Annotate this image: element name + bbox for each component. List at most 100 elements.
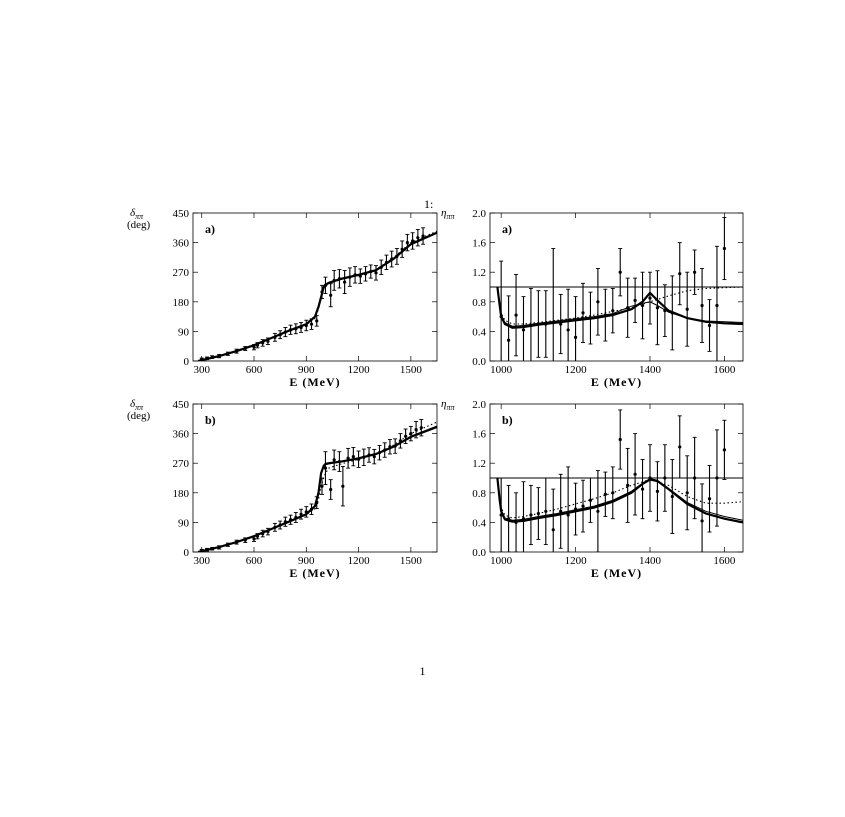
data-point [320,484,324,488]
series-line-thick [496,477,743,524]
y-tick-label: 0.0 [472,547,486,559]
data-point [315,501,319,505]
data-point [255,534,260,538]
data-point [678,445,682,449]
x-tick-label: 1600 [713,555,736,567]
data-point [611,309,615,313]
data-point [670,494,674,499]
data-point [234,349,239,353]
data-point [309,322,314,326]
data-point [544,322,548,326]
panel-phase-b: 0 90 180 270 360 450 300 600 900 1200 1500 E (MeV) δ… [127,398,438,580]
data-point [678,272,682,276]
data-point [332,458,336,462]
data-point [648,296,652,300]
data-point [226,543,230,547]
data-point [655,306,660,310]
data-point [369,269,373,274]
data-point [566,328,570,332]
data-point [289,518,293,522]
x-tick-label: 600 [246,555,263,567]
y-tick-label: 90 [178,517,190,529]
y-axis-label: δππ [130,398,144,412]
y-tick-label: 1.2 [472,267,486,279]
data-point [261,531,265,536]
panel-label: b) [502,413,513,427]
data-point [715,476,719,480]
data-point [640,487,645,491]
data-point [581,504,585,508]
data-point [320,290,324,294]
y-tick-label: 0.4 [472,326,486,338]
data-point [722,448,726,452]
x-tick-label: 1200 [348,555,371,567]
data-point [273,335,277,339]
x-tick-label: 1000 [490,364,513,376]
x-tick-label: 1400 [639,555,662,567]
data-point [374,271,378,275]
x-tick-label: 1500 [400,555,423,567]
series-line-thick [197,425,437,552]
data-point [633,472,637,476]
x-tick-label: 1200 [565,555,588,567]
data-point [693,476,697,480]
panel-inelasticity-a: 0.0 0.4 0.8 1.2 1.6 2.0 1000 1200 1400 1600 E (MeV… [441,207,744,389]
data-point [648,476,652,480]
data-point [421,234,425,238]
y-axis-label: δππ [130,207,144,221]
y-axis-label: ηππ [441,398,455,412]
data-point [655,489,660,493]
x-axis-label: E (MeV) [591,566,642,580]
data-point [332,278,336,283]
data-point [596,300,600,304]
panel-inelasticity-b: 0.0 0.4 0.8 1.2 1.6 2.0 1000 1200 1400 1600 E (MeV… [441,398,744,580]
data-point [323,466,328,470]
data-point [603,492,607,496]
x-axis-label: E (MeV) [289,566,340,580]
y-axis-label: ηππ [441,207,455,221]
data-point [323,283,328,287]
data-point [294,515,298,520]
data-point [618,270,622,274]
data-point [559,509,563,513]
data-point [514,313,518,317]
plot-frame [192,212,438,362]
data-point [390,257,394,261]
y-tick-label: 1.6 [472,429,486,441]
data-point [551,320,555,325]
data-point [611,491,615,495]
data-point [278,523,282,527]
data-point [544,509,548,513]
x-tick-label: 1500 [400,364,423,376]
data-point [205,356,209,360]
y-tick-label: 0 [184,356,190,368]
data-point [700,303,704,308]
y-tick-label: 270 [173,267,190,279]
series-line-thin [496,477,743,521]
plot-frame [192,403,438,553]
data-point [358,274,362,278]
data-point [715,303,719,308]
data-point [626,306,630,310]
x-tick-label: 600 [246,364,263,376]
data-point [299,325,303,330]
data-point [362,455,366,459]
data-point [294,327,298,331]
data-point [329,487,333,492]
data-point [640,303,645,308]
data-point [243,538,247,542]
data-point [388,445,392,449]
data-point [633,298,637,302]
y-tick-label: 180 [173,488,190,500]
data-point [626,483,630,487]
data-point [348,275,352,279]
data-point [379,265,383,269]
x-axis-label: E (MeV) [591,375,642,389]
data-point [514,520,518,525]
panel-phase-a: 0 90 180 270 360 450 300 600 900 1200 1500 E (MeV) δ… [127,207,438,389]
data-point [234,540,239,544]
data-point [367,453,371,457]
y-tick-label: 180 [173,297,190,309]
panel-label: b) [205,413,216,427]
